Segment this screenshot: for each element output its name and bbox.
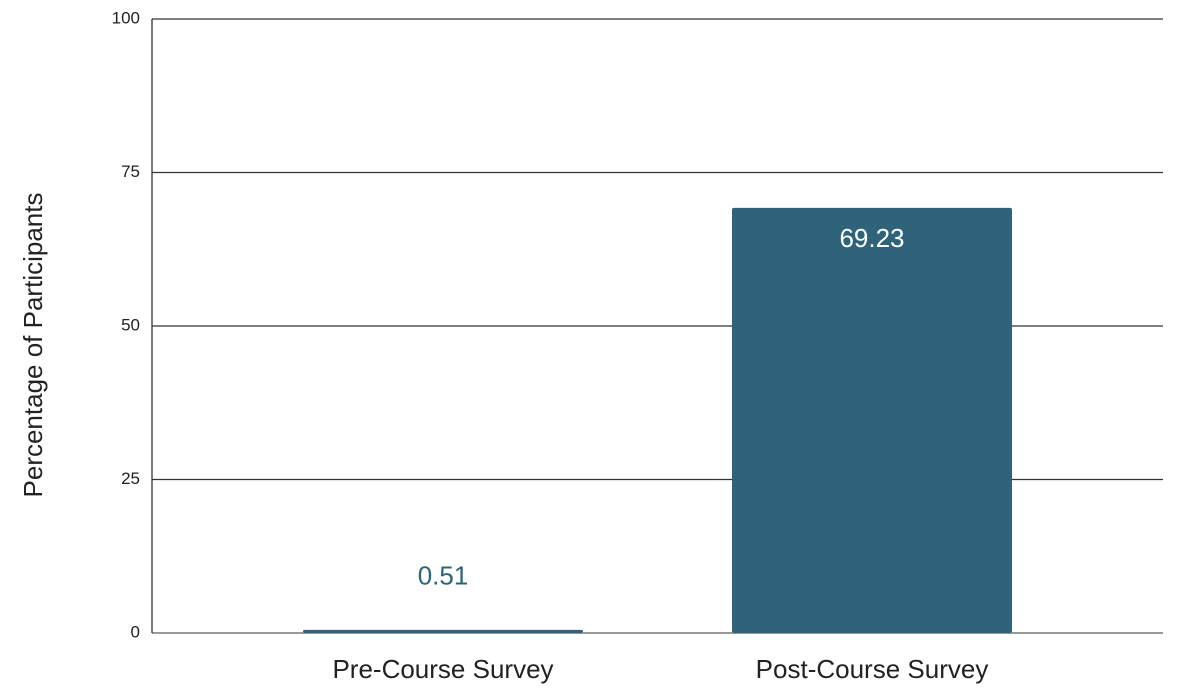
bar: [732, 207, 1012, 633]
y-tick-label: 50: [121, 315, 140, 334]
data-label: 0.51: [418, 561, 469, 591]
x-tick-label: Pre-Course Survey: [332, 654, 553, 684]
bar: [303, 629, 583, 633]
x-tick-label: Post-Course Survey: [756, 654, 989, 684]
data-label: 69.23: [839, 223, 904, 253]
y-axis-label: Percentage of Participants: [18, 193, 48, 498]
y-tick-label: 100: [112, 8, 140, 27]
y-tick-label: 75: [121, 162, 140, 181]
y-tick-label: 0: [131, 622, 140, 641]
y-tick-label: 25: [121, 469, 140, 488]
